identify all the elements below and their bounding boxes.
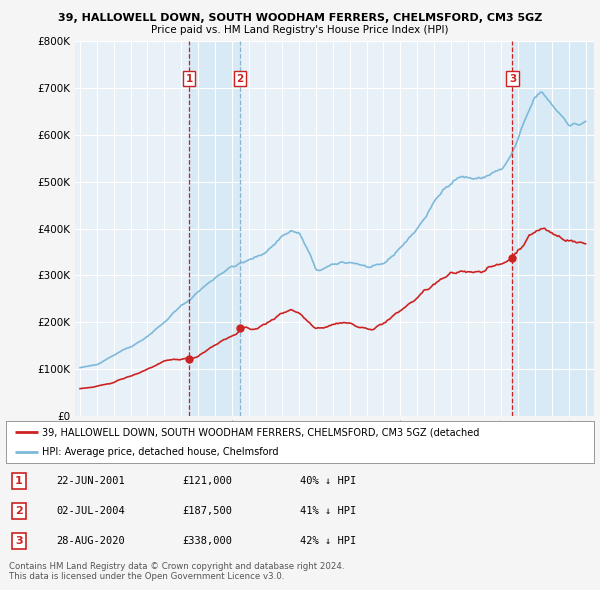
Text: 02-JUL-2004: 02-JUL-2004 — [56, 506, 125, 516]
Text: 42% ↓ HPI: 42% ↓ HPI — [300, 536, 356, 546]
Text: £338,000: £338,000 — [182, 536, 232, 546]
Bar — [512, 41, 594, 416]
Text: £187,500: £187,500 — [182, 506, 232, 516]
Text: 1: 1 — [185, 74, 193, 84]
Text: 41% ↓ HPI: 41% ↓ HPI — [300, 506, 356, 516]
Text: 39, HALLOWELL DOWN, SOUTH WOODHAM FERRERS, CHELMSFORD, CM3 5GZ: 39, HALLOWELL DOWN, SOUTH WOODHAM FERRER… — [58, 13, 542, 23]
Text: 28-AUG-2020: 28-AUG-2020 — [56, 536, 125, 546]
Text: 2: 2 — [15, 506, 23, 516]
Text: 39, HALLOWELL DOWN, SOUTH WOODHAM FERRERS, CHELMSFORD, CM3 5GZ (detached: 39, HALLOWELL DOWN, SOUTH WOODHAM FERRER… — [43, 427, 480, 437]
Text: 40% ↓ HPI: 40% ↓ HPI — [300, 476, 356, 486]
Text: 3: 3 — [15, 536, 23, 546]
Text: Price paid vs. HM Land Registry's House Price Index (HPI): Price paid vs. HM Land Registry's House … — [151, 25, 449, 35]
Text: 1: 1 — [15, 476, 23, 486]
Text: HPI: Average price, detached house, Chelmsford: HPI: Average price, detached house, Chel… — [43, 447, 279, 457]
Bar — [189, 41, 240, 416]
Text: 22-JUN-2001: 22-JUN-2001 — [56, 476, 125, 486]
Text: £121,000: £121,000 — [182, 476, 232, 486]
Text: 2: 2 — [236, 74, 244, 84]
Text: Contains HM Land Registry data © Crown copyright and database right 2024.
This d: Contains HM Land Registry data © Crown c… — [9, 562, 344, 581]
Text: 3: 3 — [509, 74, 516, 84]
